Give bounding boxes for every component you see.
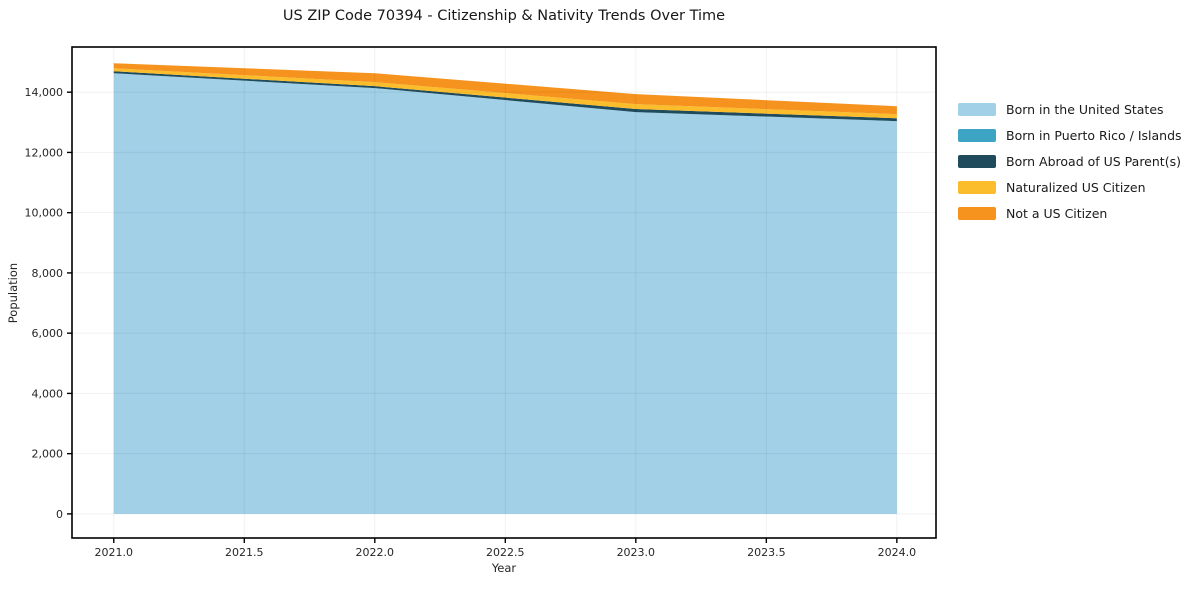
- legend-label: Born Abroad of US Parent(s): [1006, 153, 1181, 169]
- y-tick-label: 0: [56, 508, 63, 521]
- legend-swatch: [958, 154, 996, 168]
- x-tick-label: 2023.5: [747, 546, 786, 559]
- legend-item: Born in Puerto Rico / Islands: [958, 125, 1182, 145]
- area-series-3: [113, 68, 897, 119]
- legend-swatch: [958, 180, 996, 194]
- y-tick-label: 8,000: [32, 267, 64, 280]
- y-tick-label: 4,000: [32, 387, 64, 400]
- legend: Born in the United States Born in Puerto …: [958, 99, 1182, 223]
- legend-item: Born in the United States: [958, 99, 1182, 119]
- x-tick-label: 2023.0: [617, 546, 656, 559]
- y-tick-label: 12,000: [25, 146, 64, 159]
- area-series-2: [113, 71, 897, 122]
- x-axis-label: Year: [491, 561, 517, 575]
- legend-item: Naturalized US Citizen: [958, 177, 1182, 197]
- legend-label: Naturalized US Citizen: [1006, 179, 1146, 195]
- legend-swatch: [958, 206, 996, 220]
- x-tick-label: 2021.5: [225, 546, 264, 559]
- x-tick-label: 2024.0: [878, 546, 917, 559]
- legend-item: Not a US Citizen: [958, 203, 1182, 223]
- x-tick-label: 2021.0: [95, 546, 134, 559]
- area-series-4: [113, 63, 897, 115]
- y-tick-label: 2,000: [32, 448, 64, 461]
- legend-label: Born in the United States: [1006, 101, 1164, 117]
- chart-title: US ZIP Code 70394 - Citizenship & Nativi…: [282, 8, 726, 24]
- area-series-0: [113, 73, 897, 514]
- y-tick-label: 6,000: [32, 327, 64, 340]
- y-tick-label: 14,000: [25, 86, 64, 99]
- y-tick-label: 10,000: [25, 207, 64, 220]
- legend-item: Born Abroad of US Parent(s): [958, 151, 1182, 171]
- legend-label: Not a US Citizen: [1006, 205, 1108, 221]
- axes-spines: [71, 46, 937, 539]
- legend-label: Born in Puerto Rico / Islands: [1006, 127, 1182, 143]
- x-tick-label: 2022.5: [486, 546, 525, 559]
- legend-swatch: [958, 128, 996, 142]
- x-tick-label: 2022.0: [356, 546, 395, 559]
- legend-swatch: [958, 102, 996, 116]
